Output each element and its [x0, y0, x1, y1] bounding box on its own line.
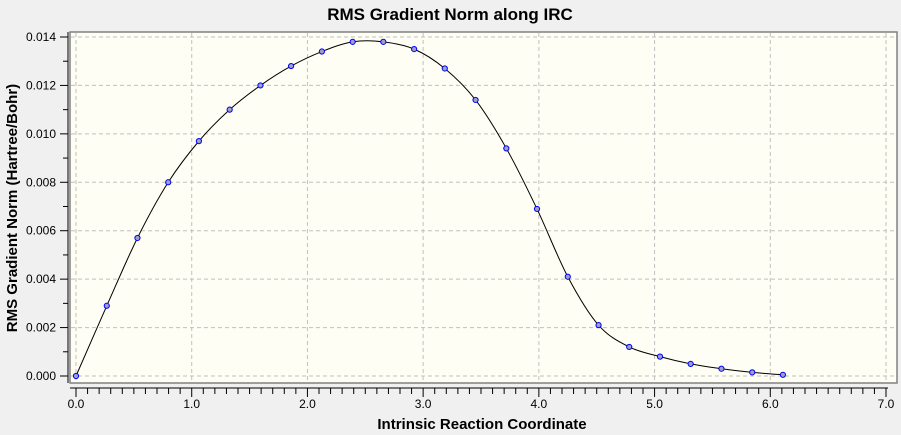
data-point [411, 46, 418, 53]
y-tick-label: 0.004 [26, 272, 56, 286]
data-point [441, 65, 448, 72]
data-point [564, 273, 571, 280]
x-tick-label: 4.0 [531, 397, 548, 411]
data-point [103, 302, 110, 309]
data-point [718, 365, 725, 372]
data-point [595, 322, 602, 329]
y-tick-label: 0.002 [26, 321, 56, 335]
data-point [72, 372, 80, 380]
y-tick-label: 0.008 [26, 175, 56, 189]
y-tick-label: 0.006 [26, 224, 56, 238]
data-point [288, 62, 295, 70]
x-tick-label: 7.0 [878, 397, 895, 411]
x-tick-label: 0.0 [68, 397, 85, 411]
data-point [779, 371, 786, 378]
y-tick-label: 0.014 [26, 30, 56, 44]
data-point [257, 82, 264, 89]
data-point [687, 360, 694, 367]
data-point [749, 369, 756, 376]
data-point [226, 106, 233, 113]
x-tick-label: 5.0 [646, 397, 663, 411]
data-point [533, 205, 541, 213]
x-tick-label: 2.0 [299, 397, 316, 411]
x-tick-label: 6.0 [762, 397, 779, 411]
data-point [349, 38, 356, 45]
data-point [472, 96, 479, 104]
data-point [503, 145, 510, 152]
data-point [656, 353, 664, 360]
axes: 0.0 1.0 2.0 3.0 4.0 5.0 6.0 7.0 0.000 0.002 0.004 0… [26, 30, 895, 411]
x-axis-label: Intrinsic Reaction Coordinate [377, 416, 586, 433]
x-tick-label: 1.0 [183, 397, 200, 411]
data-point [195, 138, 202, 145]
data-point [626, 343, 633, 351]
y-axis-label: RMS Gradient Norm (Hartree/Bohr) [4, 84, 21, 332]
data-point [165, 179, 172, 186]
data-point [134, 234, 141, 242]
chart-title: RMS Gradient Norm along IRC [327, 5, 573, 24]
data-points [72, 38, 786, 380]
plot-area [69, 31, 898, 384]
y-tick-label: 0.000 [26, 369, 56, 383]
y-tick-label: 0.012 [26, 78, 56, 92]
data-point [380, 38, 387, 45]
x-tick-label: 3.0 [415, 397, 432, 411]
grid [71, 33, 896, 382]
y-tick-label: 0.010 [26, 127, 56, 141]
data-point [318, 48, 325, 55]
